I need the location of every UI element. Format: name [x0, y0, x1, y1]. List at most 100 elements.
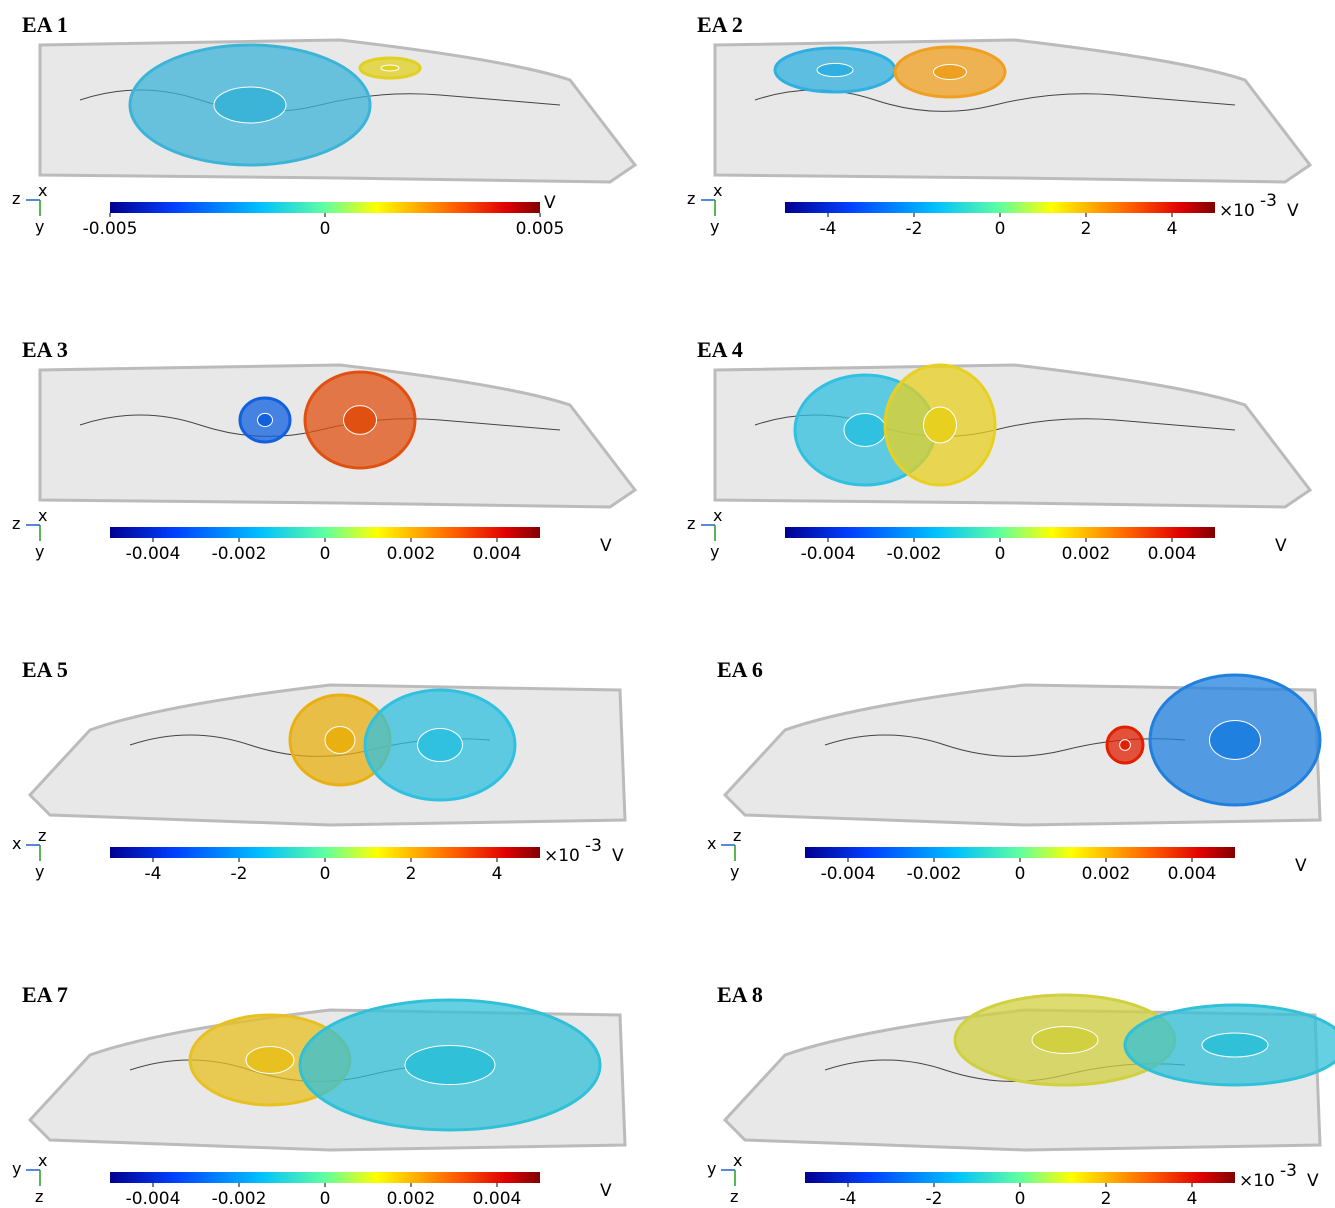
colorbar-tick-label: 0.004 — [1168, 864, 1217, 884]
field-core — [1120, 740, 1131, 751]
colorbar-tick-label: 0.004 — [473, 1189, 522, 1208]
field-core — [325, 727, 355, 754]
colorbar-unit: V — [612, 846, 624, 866]
field-core — [418, 729, 463, 762]
colorbar-tick-label: 2 — [406, 864, 417, 884]
colorbar-tick-label: -0.002 — [907, 864, 962, 884]
triad-label: x — [707, 834, 716, 853]
colorbar-unit: V — [544, 193, 556, 213]
colorbar-unit: V — [600, 536, 612, 556]
colorbar-tick-label: 0 — [320, 544, 331, 564]
field-core — [258, 413, 273, 426]
colorbar-unit: V — [1275, 536, 1287, 556]
field-core — [246, 1047, 294, 1074]
colorbar-scale: ×10 — [1239, 1171, 1275, 1191]
triad-label: y — [710, 217, 719, 236]
figure: EA 1-0.00500.005VzxyEA 2-4-2024×10-3Vzxy… — [0, 0, 1335, 1208]
colorbar-tick-label: 0 — [1015, 864, 1026, 884]
field-core — [1210, 721, 1261, 760]
colorbar-exponent: -3 — [585, 836, 602, 856]
colorbar-tick-label: 0 — [320, 219, 331, 239]
colorbar-tick-label: 0.002 — [387, 544, 436, 564]
page: {"panels": [ {"title": "EA 1", "ticks": … — [0, 0, 1335, 1208]
colorbar — [785, 527, 1215, 538]
colorbar-unit: V — [1287, 201, 1299, 221]
field-core — [844, 414, 886, 447]
colorbar — [805, 1172, 1235, 1183]
colorbar-tick-label: -0.002 — [212, 544, 267, 564]
panel-title: EA 5 — [22, 657, 68, 682]
colorbar-scale: ×10 — [1219, 201, 1255, 221]
triad-label: y — [730, 862, 739, 881]
colorbar-tick-label: 0.004 — [1148, 544, 1197, 564]
colorbar-tick-label: 0 — [995, 544, 1006, 564]
colorbar — [110, 527, 540, 538]
colorbar-tick-label: 0.002 — [387, 1189, 436, 1208]
triad-label: z — [687, 514, 695, 533]
colorbar-tick-label: -0.004 — [821, 864, 876, 884]
colorbar-tick-label: 4 — [492, 864, 503, 884]
colorbar — [110, 202, 540, 213]
triad-label: x — [38, 506, 47, 525]
colorbar-unit: V — [1295, 856, 1307, 876]
triad-label: x — [38, 181, 47, 200]
colorbar-tick-label: 4 — [1167, 219, 1178, 239]
colorbar-tick-label: -2 — [906, 219, 923, 239]
field-core — [1202, 1033, 1268, 1057]
colorbar — [110, 1172, 540, 1183]
triad-label: y — [35, 862, 44, 881]
field-core — [924, 407, 957, 443]
colorbar-exponent: -3 — [1280, 1161, 1297, 1181]
panel-title: EA 3 — [22, 337, 68, 362]
triad-label: y — [707, 1159, 716, 1178]
colorbar-tick-label: -0.002 — [887, 544, 942, 564]
triad-label: y — [12, 1159, 21, 1178]
colorbar-tick-label: -0.004 — [126, 1189, 181, 1208]
panel-title: EA 6 — [717, 657, 763, 682]
colorbar-tick-label: 0.004 — [473, 544, 522, 564]
colorbar-tick-label: -0.004 — [126, 544, 181, 564]
colorbar-tick-label: -4 — [820, 219, 837, 239]
colorbar-tick-label: 4 — [1187, 1189, 1198, 1208]
triad-label: x — [38, 1151, 47, 1170]
colorbar-scale: ×10 — [544, 846, 580, 866]
triad-label: y — [710, 542, 719, 561]
colorbar-unit: V — [1307, 1171, 1319, 1191]
colorbar — [805, 847, 1235, 858]
colorbar-tick-label: -4 — [840, 1189, 857, 1208]
colorbar-tick-label: 0 — [320, 1189, 331, 1208]
field-core — [214, 87, 286, 123]
colorbar-tick-label: 2 — [1101, 1189, 1112, 1208]
colorbar — [785, 202, 1215, 213]
panel-title: EA 2 — [697, 12, 743, 37]
panel-title: EA 7 — [22, 982, 68, 1007]
triad-label: z — [38, 826, 46, 845]
colorbar-tick-label: -4 — [145, 864, 162, 884]
panel-title: EA 8 — [717, 982, 763, 1007]
colorbar-tick-label: 0 — [1015, 1189, 1026, 1208]
colorbar-tick-label: 0 — [320, 864, 331, 884]
colorbar-tick-label: 2 — [1081, 219, 1092, 239]
colorbar-exponent: -3 — [1260, 191, 1277, 211]
colorbar-tick-label: -0.005 — [83, 219, 138, 239]
panel-title: EA 4 — [697, 337, 743, 362]
triad-label: x — [713, 181, 722, 200]
colorbar-tick-label: 0.005 — [516, 219, 565, 239]
panel-title: EA 1 — [22, 12, 68, 37]
triad-label: x — [713, 506, 722, 525]
triad-label: z — [35, 1187, 43, 1206]
triad-label: y — [35, 542, 44, 561]
field-core — [1032, 1027, 1098, 1054]
triad-label: z — [733, 826, 741, 845]
field-core — [817, 63, 853, 76]
field-core — [381, 65, 399, 71]
colorbar-tick-label: -2 — [926, 1189, 943, 1208]
triad-label: z — [730, 1187, 738, 1206]
triad-label: z — [12, 514, 20, 533]
colorbar-tick-label: -0.002 — [212, 1189, 267, 1208]
triad-label: y — [35, 217, 44, 236]
